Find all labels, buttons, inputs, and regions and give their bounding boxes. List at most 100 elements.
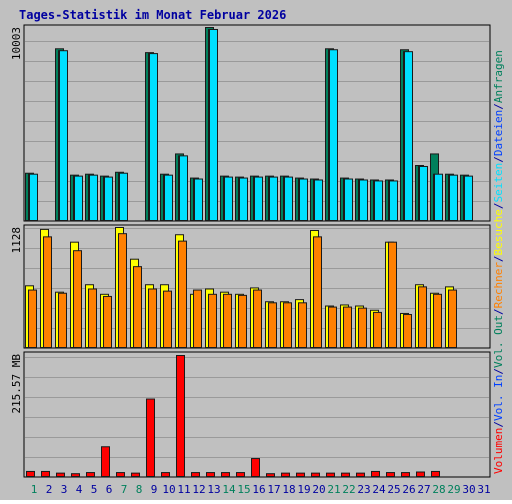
x-day-label: 27	[417, 483, 430, 496]
x-day-label: 30	[462, 483, 475, 496]
x-day-label: 22	[342, 483, 355, 496]
bar-seiten-day-24	[374, 180, 383, 222]
bar-rechner-day-4	[73, 250, 82, 348]
bar-seiten-day-14	[224, 176, 233, 222]
legend-part: Anfragen	[492, 50, 505, 103]
bar-seiten-day-17	[269, 176, 278, 222]
bar-seiten-day-29	[449, 174, 458, 221]
x-day-label: 21	[327, 483, 340, 496]
bar-rechner-day-11	[178, 240, 187, 348]
legend-part: Vol. Out	[492, 315, 505, 368]
bar-rechner-day-18	[283, 302, 292, 349]
bar-seiten-day-10	[164, 174, 173, 221]
bar-rechner-day-28	[433, 293, 442, 348]
bar-seiten-day-26	[404, 51, 413, 222]
bar-volumen-day-14	[221, 472, 230, 478]
bar-volumen-day-7	[116, 472, 125, 478]
bar-rechner-day-5	[88, 288, 97, 348]
x-day-label: 15	[237, 483, 250, 496]
legend-part: /	[492, 103, 505, 110]
bar-volumen-day-4	[71, 473, 80, 477]
bar-volumen-day-21	[326, 472, 335, 477]
bar-rechner-day-20	[313, 236, 322, 349]
bar-seiten-day-4	[74, 175, 83, 221]
x-day-label: 8	[136, 483, 143, 496]
x-day-label: 13	[207, 483, 220, 496]
bar-seiten-day-9	[149, 53, 158, 221]
bar-rechner-day-24	[373, 311, 382, 348]
bar-seiten-day-11	[179, 155, 188, 222]
bar-seiten-day-25	[389, 180, 398, 222]
panel-volume: 215.57 MB	[10, 351, 491, 478]
chart-title: Tages-Statistik im Monat Februar 2026	[19, 8, 286, 22]
bar-rechner-day-22	[343, 306, 352, 348]
bar-seiten-day-19	[299, 178, 308, 221]
bar-rechner-day-3	[58, 292, 67, 349]
bar-rechner-day-25	[388, 241, 397, 348]
bar-rechner-day-14	[223, 293, 232, 348]
bar-rechner-day-29	[448, 289, 457, 348]
bar-volumen-day-28	[431, 470, 440, 477]
legend-part: Besuche	[492, 209, 505, 255]
bar-seiten-day-15	[239, 177, 248, 221]
legend-part: Volumen	[492, 428, 505, 474]
bar-rechner-day-13	[208, 293, 217, 348]
bar-volumen-day-3	[56, 472, 65, 477]
panel-requests: 10003	[10, 24, 491, 222]
bar-volumen-day-15	[236, 472, 245, 478]
legend-part: /	[492, 255, 505, 262]
legend-part: Vol. In	[492, 375, 505, 421]
bar-volumen-day-12	[191, 472, 200, 478]
bar-rechner-day-19	[298, 302, 307, 349]
legend-part: /	[492, 421, 505, 428]
x-day-label: 10	[162, 483, 175, 496]
x-day-label: 25	[387, 483, 400, 496]
legend-part: Seiten	[492, 163, 505, 203]
bar-rechner-day-9	[148, 288, 157, 348]
x-day-label: 24	[372, 483, 386, 496]
bar-seiten-day-27	[419, 165, 428, 222]
right-legend: Volumen/Vol. In/Vol. Out/Rechner/Besuche…	[492, 50, 505, 474]
bar-volumen-day-23	[356, 472, 365, 477]
x-day-label: 23	[357, 483, 370, 496]
x-day-label: 14	[222, 483, 236, 496]
bar-volumen-day-17	[266, 473, 275, 477]
bar-volumen-day-10	[161, 472, 170, 478]
bar-seiten-day-18	[284, 176, 293, 222]
legend-part: Rechner	[492, 262, 505, 309]
legend-part: /	[492, 156, 505, 163]
y-axis-max-label: 10003	[10, 27, 23, 60]
bar-volumen-day-6	[101, 446, 110, 478]
bar-seiten-day-5	[89, 174, 98, 221]
x-day-label: 16	[252, 483, 265, 496]
y-axis-max-label: 1128	[10, 227, 23, 254]
bar-seiten-day-28	[434, 173, 443, 221]
bar-volumen-day-2	[41, 470, 50, 477]
bar-seiten-day-30	[464, 175, 473, 221]
x-day-label: 29	[447, 483, 460, 496]
bar-volumen-day-13	[206, 472, 215, 478]
bar-volumen-day-27	[416, 471, 425, 478]
x-day-label: 1	[31, 483, 38, 496]
bar-volumen-day-5	[86, 472, 95, 478]
legend-part: Dateien	[492, 110, 505, 156]
bar-volumen-day-24	[371, 470, 380, 477]
x-day-label: 5	[91, 483, 98, 496]
x-day-label: 26	[402, 483, 415, 496]
bar-seiten-day-21	[329, 49, 338, 221]
bar-volumen-day-26	[401, 472, 410, 478]
x-day-label: 6	[106, 483, 113, 496]
panel-visits: 1128	[10, 224, 491, 349]
x-day-label: 4	[76, 483, 83, 496]
bar-seiten-day-16	[254, 176, 263, 222]
legend-part: /	[492, 202, 505, 209]
bar-rechner-day-15	[238, 294, 247, 349]
bar-volumen-day-16	[251, 458, 260, 478]
bar-seiten-day-3	[59, 50, 68, 221]
x-day-label: 3	[61, 483, 68, 496]
bar-seiten-day-23	[359, 179, 368, 222]
x-day-label: 7	[121, 483, 128, 496]
bar-seiten-day-7	[119, 172, 128, 222]
